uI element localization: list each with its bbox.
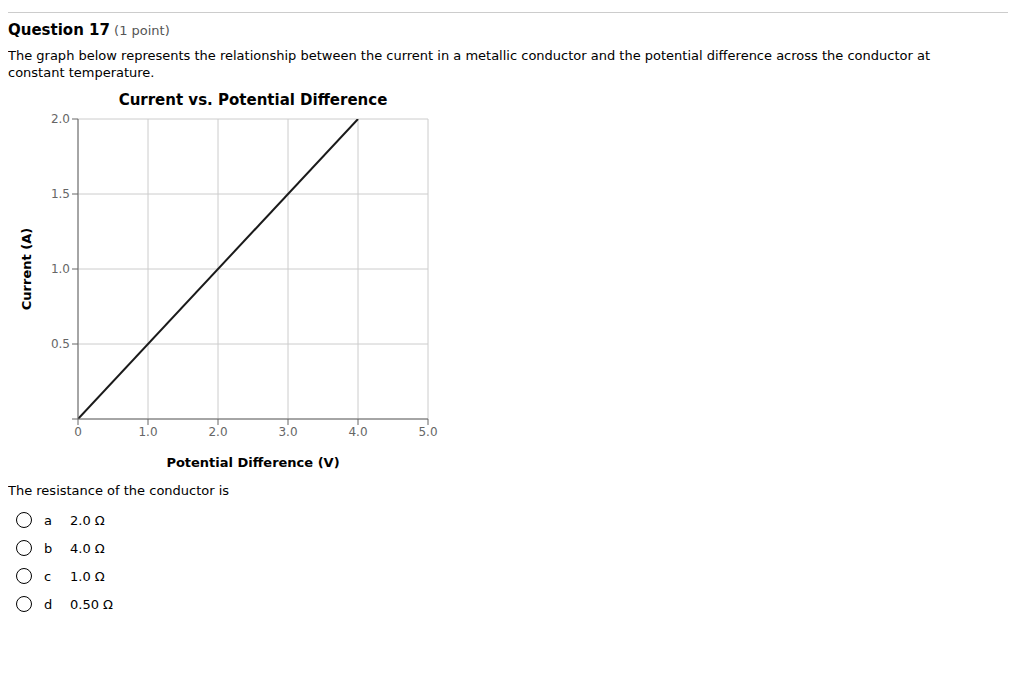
html-text:constant temperature.: constant temperature. [8, 65, 155, 80]
svg-text:1.0: 1.0 [138, 425, 157, 439]
html-text:1.0 Ω: 1.0 Ω [70, 568, 105, 584]
svg-text:2.0: 2.0 [208, 425, 227, 439]
svg-text:2.0: 2.0 [51, 112, 70, 126]
svg-text:5.0: 5.0 [418, 425, 437, 439]
svg-text:4.0: 4.0 [348, 425, 367, 439]
html-text:Question 17 (1 point): Question 17 (1 point) [8, 21, 170, 39]
svg-text:1.0: 1.0 [51, 262, 70, 276]
html-text:d: d [44, 596, 53, 612]
svg-text:1.5: 1.5 [51, 187, 70, 201]
html-text:0.50 Ω: 0.50 Ω [70, 596, 113, 612]
html-text:2.0 Ω: 2.0 Ω [70, 512, 105, 528]
html-text:The graph below represents the: The graph below represents the relations… [8, 48, 930, 63]
html-text:a: a [44, 512, 52, 528]
html-text:4.0 Ω: 4.0 Ω [70, 540, 105, 556]
svg-text:0.5: 0.5 [51, 337, 70, 351]
html-text:The resistance of the conducto: The resistance of the conductor is [8, 483, 230, 498]
svg-text:0: 0 [74, 425, 82, 439]
html-text:b: b [44, 540, 53, 556]
svg-text:3.0: 3.0 [278, 425, 297, 439]
html-text:c: c [44, 568, 52, 584]
svg-text:Current (A): Current (A) [19, 228, 34, 310]
svg-text:Potential Difference (V): Potential Difference (V) [166, 455, 339, 470]
html-text:Current vs. Potential Differen: Current vs. Potential Difference [118, 91, 388, 109]
